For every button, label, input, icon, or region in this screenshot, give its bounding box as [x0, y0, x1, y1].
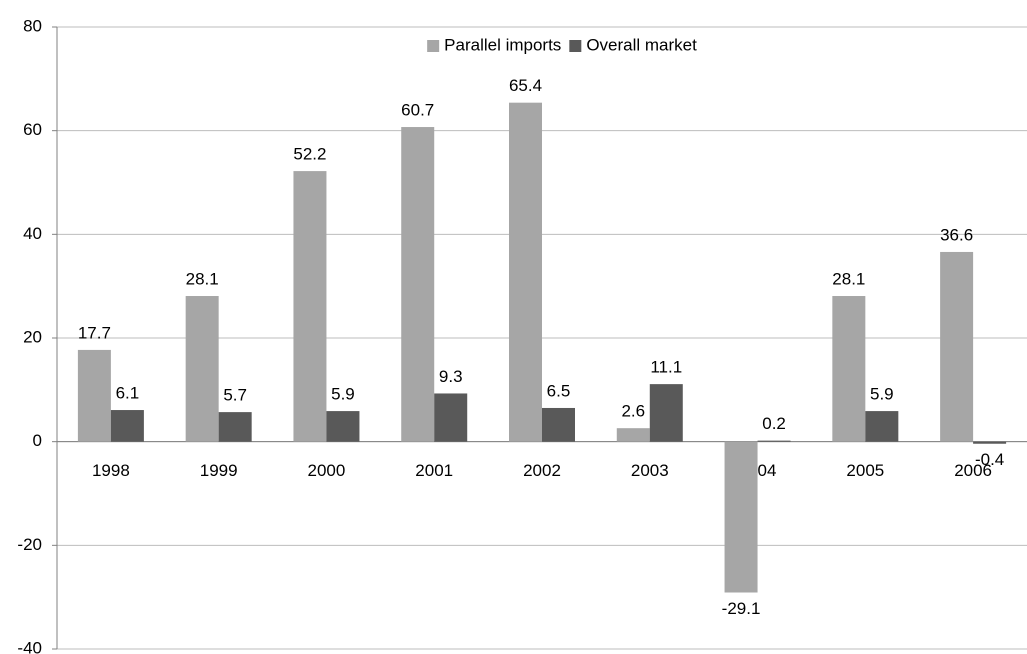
bar [218, 412, 252, 442]
data-label: 5.9 [331, 385, 355, 404]
x-tick-label: 2005 [846, 461, 884, 480]
data-label: -0.4 [975, 450, 1004, 469]
data-label: 52.2 [293, 145, 326, 164]
bar [110, 410, 144, 442]
bar [77, 349, 111, 442]
legend-swatch [569, 40, 582, 52]
x-tick-label: 2006 [954, 461, 992, 480]
data-label: 6.1 [116, 384, 140, 403]
bar [724, 441, 758, 593]
y-tick-label: 0 [33, 431, 42, 450]
data-label: 6.5 [547, 381, 571, 400]
y-tick-label: 60 [23, 120, 42, 139]
y-tick-label: -20 [17, 535, 42, 554]
x-tick-label: 1998 [92, 461, 130, 480]
x-tick-label: 2003 [631, 461, 669, 480]
bar [326, 411, 360, 442]
data-label: -29.1 [722, 599, 761, 618]
bar [185, 296, 219, 442]
data-label: 2.6 [621, 402, 645, 421]
bar [757, 440, 791, 442]
bar [865, 411, 899, 442]
data-label: 5.7 [223, 386, 247, 405]
x-tick-label: 2002 [523, 461, 561, 480]
data-label: 65.4 [509, 76, 542, 95]
x-tick-label: 2001 [415, 461, 453, 480]
y-tick-label: 20 [23, 327, 42, 346]
x-tick-label: 1999 [200, 461, 238, 480]
data-label: 0.2 [762, 414, 786, 433]
data-label: 60.7 [401, 101, 434, 120]
bar [434, 393, 468, 442]
bar [832, 296, 866, 442]
data-label: 36.6 [940, 225, 973, 244]
data-label: 9.3 [439, 367, 463, 386]
bar [649, 384, 683, 442]
bar [940, 251, 974, 442]
bar [509, 102, 542, 442]
x-tick-label: 2000 [308, 461, 346, 480]
data-label: 28.1 [186, 269, 219, 288]
data-label: 17.7 [78, 323, 111, 342]
data-label: 28.1 [832, 269, 865, 288]
y-tick-label: -40 [17, 638, 42, 654]
bar [401, 127, 435, 442]
bar [973, 441, 1007, 444]
data-label: 11.1 [650, 358, 682, 377]
bar [616, 428, 650, 442]
legend-label: Parallel imports [444, 35, 561, 54]
legend-swatch [427, 40, 440, 52]
data-label: 5.9 [870, 385, 894, 404]
bar [542, 407, 575, 442]
bar [293, 171, 327, 442]
y-tick-label: 80 [23, 16, 42, 35]
legend-label: Overall market [586, 35, 697, 54]
y-tick-label: 40 [23, 224, 42, 243]
